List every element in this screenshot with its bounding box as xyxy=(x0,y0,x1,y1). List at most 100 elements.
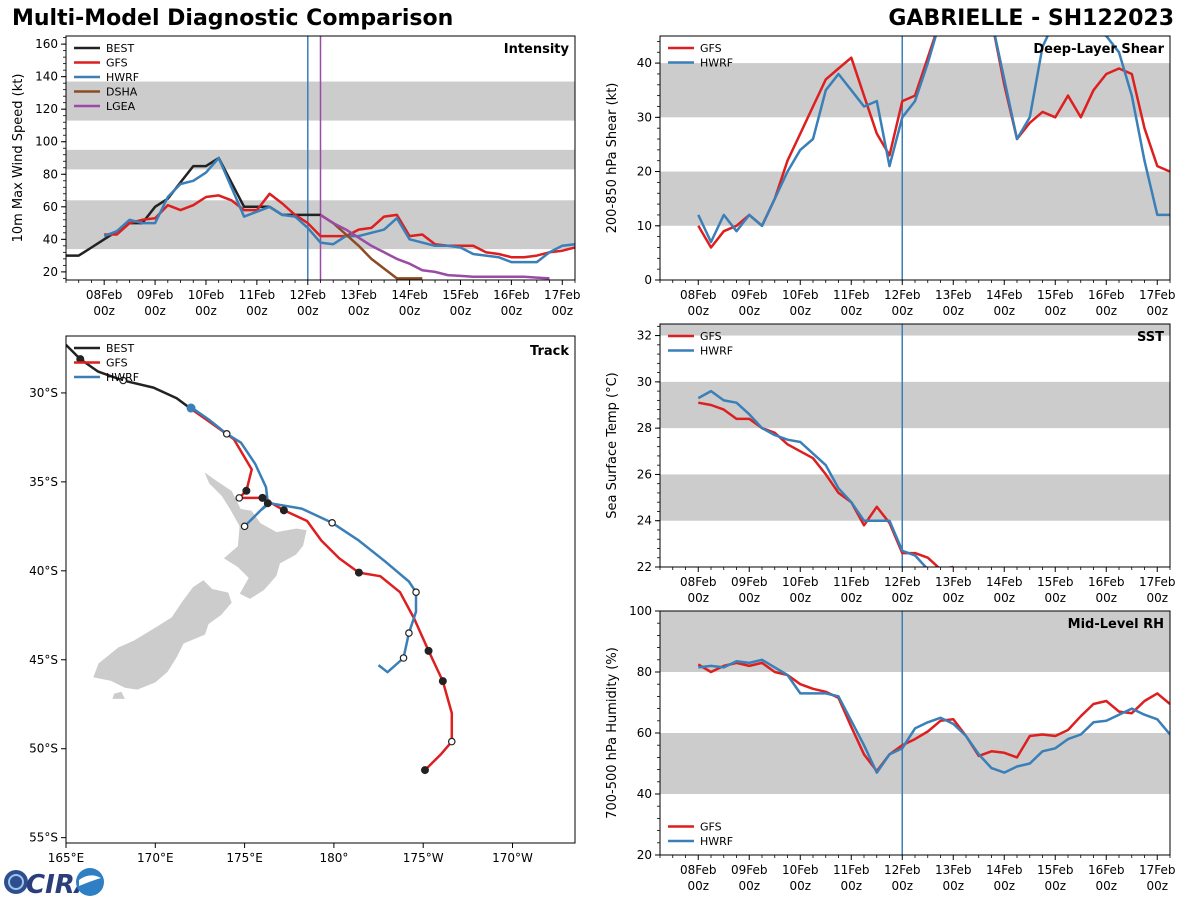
x-tick-label: 175°W xyxy=(403,851,444,865)
x-tick-label-hour: 00z xyxy=(399,304,421,318)
y-tick-label: 0 xyxy=(644,273,652,287)
x-tick-label-hour: 00z xyxy=(789,304,811,318)
track-point-open xyxy=(240,522,249,531)
track-point-open xyxy=(412,588,420,596)
x-tick-label-date: 17Feb xyxy=(1139,288,1176,302)
x-tick-label-hour: 00z xyxy=(1095,591,1117,605)
x-tick-label-hour: 00z xyxy=(1044,304,1066,318)
shaded-band xyxy=(660,733,1170,794)
x-tick-label-hour: 00z xyxy=(738,879,760,893)
panel-title: Mid-Level RH xyxy=(1068,617,1164,632)
panel-title: SST xyxy=(1137,330,1164,345)
y-tick-label: 32 xyxy=(637,329,652,343)
track-point-open xyxy=(447,737,456,746)
y-tick-label: 24 xyxy=(637,514,652,528)
x-tick-label-date: 15Feb xyxy=(1037,288,1074,302)
shaded-band xyxy=(660,474,1170,521)
track-point-open xyxy=(328,518,336,527)
y-tick-label: 40°S xyxy=(29,564,58,578)
x-tick-label: 175°E xyxy=(226,851,263,865)
y-tick-label: 40 xyxy=(43,232,58,246)
x-tick-label-date: 17Feb xyxy=(1139,575,1176,589)
track-point-filled xyxy=(258,493,267,502)
y-axis-label: 10m Max Wind Speed (kt) xyxy=(11,74,26,243)
y-tick-label: 35°S xyxy=(29,475,58,489)
x-tick-label-date: 08Feb xyxy=(680,288,717,302)
x-tick-label-hour: 00z xyxy=(450,304,472,318)
x-tick-label-date: 11Feb xyxy=(833,575,870,589)
legend-label-hwrf: HWRF xyxy=(106,371,139,384)
x-tick-label-hour: 00z xyxy=(1044,591,1066,605)
y-tick-label: 45°S xyxy=(29,653,58,667)
y-tick-label: 20 xyxy=(43,265,58,279)
x-tick-label-hour: 00z xyxy=(738,591,760,605)
x-tick-label-hour: 00z xyxy=(348,304,370,318)
x-tick-label-date: 09Feb xyxy=(731,288,768,302)
x-tick-label-hour: 00z xyxy=(942,591,964,605)
figure-title: Multi-Model Diagnostic Comparison xyxy=(12,6,454,31)
track-point-open xyxy=(235,494,244,502)
panel-title: Intensity xyxy=(504,42,570,57)
x-tick-label-hour: 00z xyxy=(1044,879,1066,893)
x-tick-label-date: 15Feb xyxy=(442,288,479,302)
x-tick-label-date: 14Feb xyxy=(986,863,1023,877)
x-tick-label-hour: 00z xyxy=(891,591,913,605)
y-tick-label: 30°S xyxy=(29,386,58,400)
x-tick-label: 165°E xyxy=(48,851,85,865)
track-point-open xyxy=(119,376,127,385)
x-tick-label-hour: 00z xyxy=(942,879,964,893)
track-line-gfs xyxy=(190,407,454,771)
series-line-dsha xyxy=(319,213,423,280)
panel-track: 165°E 170°E 175°E 180° 175°W 170°W 30°S 35°S 40°… xyxy=(29,335,576,865)
y-tick-label: 22 xyxy=(637,560,652,574)
series-line-lgea xyxy=(319,213,550,280)
x-tick-label-date: 15Feb xyxy=(1037,575,1074,589)
x-tick-label-date: 09Feb xyxy=(731,575,768,589)
y-tick-label: 55°S xyxy=(29,831,58,845)
x-tick-label: 170°E xyxy=(137,851,174,865)
x-tick-label-hour: 00z xyxy=(891,304,913,318)
series-line-hwrf xyxy=(103,156,575,264)
series-line-gfs xyxy=(697,661,1170,773)
x-tick-label-date: 12Feb xyxy=(884,288,921,302)
y-tick-label: 60 xyxy=(43,200,58,214)
track-point-open xyxy=(222,430,231,438)
x-tick-label-date: 12Feb xyxy=(290,288,327,302)
x-tick-label-hour: 00z xyxy=(297,304,319,318)
series-line-hwrf xyxy=(698,658,1170,774)
shaded-band xyxy=(660,381,1170,429)
y-axis-label: 700-500 hPa Humidity (%) xyxy=(605,647,620,819)
logo-globe-icon xyxy=(4,870,28,894)
track-point-filled xyxy=(354,568,363,577)
x-tick-label-hour: 00z xyxy=(738,304,760,318)
x-tick-label-date: 11Feb xyxy=(239,288,276,302)
panel-rh: 20 40 60 80 100 08Feb 00z 09Feb 00z 10Feb 00z 11Feb… xyxy=(605,604,1176,893)
x-tick-label-hour: 00z xyxy=(1146,879,1168,893)
y-tick-label: 100 xyxy=(629,604,652,618)
track-current-position xyxy=(186,403,196,413)
legend-label-best: BEST xyxy=(106,42,134,55)
legend-label-hwrf: HWRF xyxy=(700,57,733,70)
x-tick-label-hour: 00z xyxy=(993,591,1015,605)
x-tick-label-hour: 00z xyxy=(942,304,964,318)
y-tick-label: 60 xyxy=(637,726,652,740)
y-tick-label: 40 xyxy=(637,787,652,801)
stewart-island-land xyxy=(112,691,125,699)
y-tick-label: 40 xyxy=(637,56,652,70)
x-tick-label-hour: 00z xyxy=(993,879,1015,893)
panel-title: Deep-Layer Shear xyxy=(1033,42,1164,57)
legend-label-lgea: LGEA xyxy=(106,100,136,113)
x-tick-label-hour: 00z xyxy=(1146,591,1168,605)
track-point-filled xyxy=(420,766,429,775)
y-tick-label: 20 xyxy=(637,848,652,862)
y-axis-label: Sea Surface Temp (°C) xyxy=(605,372,620,519)
x-tick-label-hour: 00z xyxy=(891,879,913,893)
y-tick-label: 160 xyxy=(35,37,58,51)
x-tick-label-date: 13Feb xyxy=(340,288,377,302)
x-tick-label-date: 08Feb xyxy=(680,575,717,589)
x-tick-label-date: 16Feb xyxy=(1088,863,1125,877)
logo-cloud-icon xyxy=(79,875,101,886)
y-axis-label: 200-850 hPa Shear (kt) xyxy=(605,83,620,234)
x-tick-label-hour: 00z xyxy=(840,591,862,605)
